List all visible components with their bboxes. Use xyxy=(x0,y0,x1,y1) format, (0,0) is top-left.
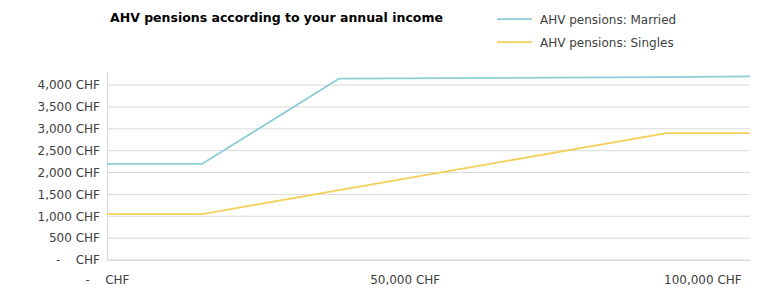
x-tick-label: 100,000 CHF xyxy=(664,273,742,287)
grid-line xyxy=(107,106,750,107)
y-tick: 3,500 CHF xyxy=(38,100,107,114)
y-axis: - CHF 500 CHF 1,000 CHF 1,500 CHF 2,000 CHF 2… xyxy=(38,73,108,268)
grid xyxy=(107,85,750,260)
legend-label: AHV pensions: Married xyxy=(540,13,676,27)
x-tick: 100,000 CHF xyxy=(664,260,742,287)
y-tick-label: 2,000 CHF xyxy=(38,166,101,180)
y-tick-label: 1,500 CHF xyxy=(38,188,101,202)
grid-line xyxy=(107,260,750,261)
x-axis: - CHF 50,000 CHF 100,000 CHF xyxy=(86,260,751,287)
legend: AHV pensions: Married AHV pensions: Singl… xyxy=(497,13,676,50)
y-tick-label: 1,000 CHF xyxy=(38,210,101,224)
legend-label: AHV pensions: Singles xyxy=(540,36,674,50)
grid-line xyxy=(107,194,750,195)
grid-line xyxy=(107,128,750,129)
series-line xyxy=(107,133,750,214)
y-tick-label: 3,000 CHF xyxy=(38,122,101,136)
series-line xyxy=(107,76,750,163)
plot-area xyxy=(107,76,750,214)
y-axis-line xyxy=(107,73,108,261)
grid-line xyxy=(107,150,750,151)
chart: AHV pensions according to your annual in… xyxy=(0,0,776,308)
x-tick: - CHF xyxy=(86,260,130,287)
y-tick: - CHF xyxy=(56,253,107,267)
chart-title: AHV pensions according to your annual in… xyxy=(110,10,443,25)
y-tick: 1,000 CHF xyxy=(38,210,107,224)
y-tick: 3,000 CHF xyxy=(38,122,107,136)
y-tick-label: 3,500 CHF xyxy=(38,100,101,114)
grid-line xyxy=(107,85,750,86)
y-tick: 2,000 CHF xyxy=(38,166,107,180)
x-tick-label: - CHF xyxy=(86,273,130,287)
grid-line xyxy=(107,238,750,239)
y-tick: 2,500 CHF xyxy=(38,144,107,158)
x-axis-line xyxy=(108,260,751,261)
y-tick: 1,500 CHF xyxy=(38,188,107,202)
legend-swatch xyxy=(497,18,532,20)
y-tick-label: 4,000 CHF xyxy=(38,78,101,92)
y-tick-label: 500 CHF xyxy=(49,231,100,245)
y-tick: 500 CHF xyxy=(49,231,107,245)
y-tick-label: 2,500 CHF xyxy=(38,144,101,158)
grid-line xyxy=(107,172,750,173)
legend-swatch xyxy=(497,41,532,43)
grid-line xyxy=(107,216,750,217)
x-tick-label: 50,000 CHF xyxy=(370,273,440,287)
x-tick: 50,000 CHF xyxy=(370,260,440,287)
y-tick: 4,000 CHF xyxy=(38,78,107,92)
y-tick-label: - CHF xyxy=(56,253,100,267)
